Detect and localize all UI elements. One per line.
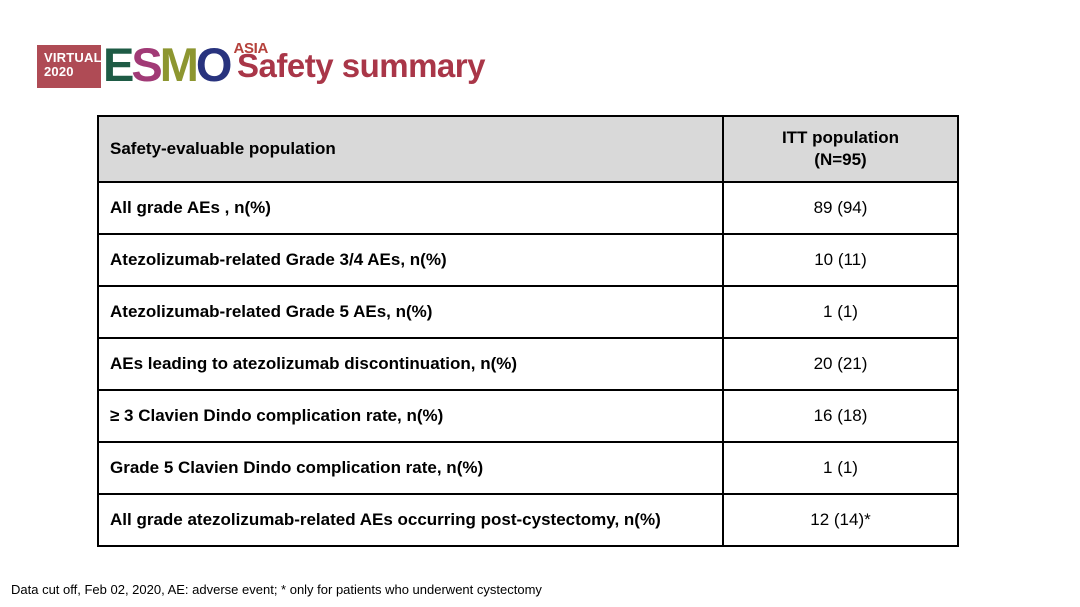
itt-n-line: (N=95) xyxy=(814,150,867,169)
table-row: All grade AEs , n(%) 89 (94) xyxy=(97,181,959,235)
table-row: ≥ 3 Clavien Dindo complication rate, n(%… xyxy=(97,389,959,443)
table-row: AEs leading to atezolizumab discontinuat… xyxy=(97,337,959,391)
row-value: 20 (21) xyxy=(722,337,959,391)
itt-population-line: ITT population xyxy=(781,127,900,147)
table-row: Atezolizumab-related Grade 3/4 AEs, n(%)… xyxy=(97,233,959,287)
row-label: Atezolizumab-related Grade 5 AEs, n(%) xyxy=(97,285,724,339)
row-label: All grade atezolizumab-related AEs occur… xyxy=(97,493,724,547)
esmo-wordmark: E S M O xyxy=(103,41,232,89)
row-value: 1 (1) xyxy=(722,441,959,495)
column-header-population: Safety-evaluable population xyxy=(97,115,724,183)
row-value: 16 (18) xyxy=(722,389,959,443)
esmo-letter-o: O xyxy=(195,38,233,91)
esmo-letter-m: M xyxy=(159,38,199,91)
virtual-2020-badge: VIRTUAL 2020 xyxy=(37,45,102,88)
esmo-asia-logo: VIRTUAL 2020 E S M O ASIA xyxy=(37,40,268,89)
safety-summary-table: Safety-evaluable population ITT populati… xyxy=(97,115,959,547)
row-value: 10 (11) xyxy=(722,233,959,287)
esmo-letter-s: S xyxy=(131,38,162,91)
row-value: 1 (1) xyxy=(722,285,959,339)
row-label: ≥ 3 Clavien Dindo complication rate, n(%… xyxy=(97,389,724,443)
row-value: 89 (94) xyxy=(722,181,959,235)
row-label: Grade 5 Clavien Dindo complication rate,… xyxy=(97,441,724,495)
table-row: Grade 5 Clavien Dindo complication rate,… xyxy=(97,441,959,495)
footnote: Data cut off, Feb 02, 2020, AE: adverse … xyxy=(11,582,542,597)
column-header-itt: ITT population (N=95) xyxy=(722,115,959,183)
page-title: Safety summary xyxy=(237,47,485,84)
table-header-row: Safety-evaluable population ITT populati… xyxy=(97,115,959,183)
esmo-letter-e: E xyxy=(103,38,134,91)
virtual-label: VIRTUAL xyxy=(44,50,102,65)
row-label: Atezolizumab-related Grade 3/4 AEs, n(%) xyxy=(97,233,724,287)
asia-label: ASIA xyxy=(233,40,269,57)
row-value: 12 (14)* xyxy=(722,493,959,547)
row-label: All grade AEs , n(%) xyxy=(97,181,724,235)
table-row: Atezolizumab-related Grade 5 AEs, n(%) 1… xyxy=(97,285,959,339)
virtual-year: 2020 xyxy=(44,64,74,79)
table-row: All grade atezolizumab-related AEs occur… xyxy=(97,493,959,547)
row-label: AEs leading to atezolizumab discontinuat… xyxy=(97,337,724,391)
